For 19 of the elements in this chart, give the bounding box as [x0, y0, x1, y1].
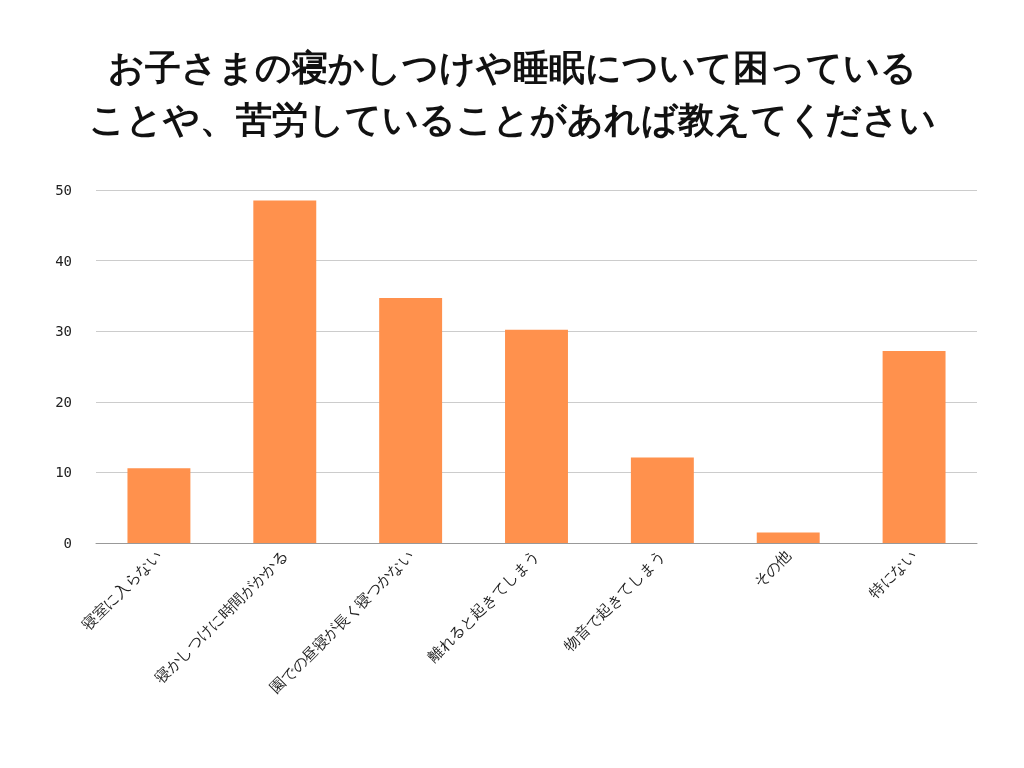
x-tick-label: 寝室に入らない: [78, 546, 166, 634]
x-tick-label: 特にない: [865, 546, 921, 602]
bar: [630, 457, 694, 543]
y-tick-label: 40: [55, 252, 72, 269]
y-tick-label: 50: [55, 182, 72, 198]
y-tick-label: 0: [63, 535, 72, 551]
x-tick-label: 離れると起きてしまう: [424, 546, 543, 666]
y-tick-label: 30: [55, 323, 72, 340]
bar: [882, 350, 946, 543]
bar: [756, 532, 820, 543]
bar: [253, 200, 317, 543]
y-tick-label: 20: [55, 393, 72, 410]
bar: [127, 468, 191, 543]
x-tick-label: その他: [750, 546, 795, 592]
x-tick-label: 物音で起きてしまう: [560, 546, 669, 655]
bar: [379, 298, 443, 543]
chart-title: お子さまの寝かしつけや睡眠について困っていることや、苦労していることがあれば教えてください: [88, 46, 936, 140]
y-tick-label: 10: [55, 464, 72, 481]
bar: [505, 329, 568, 543]
